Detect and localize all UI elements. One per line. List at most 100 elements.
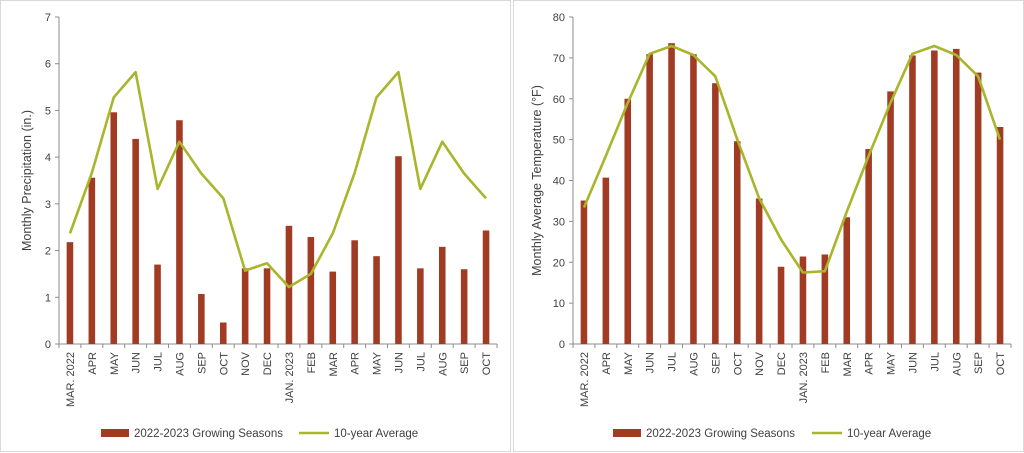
x-tick-label: SEP [196,352,208,374]
bar [712,83,719,344]
x-tick-label: OCT [995,352,1007,376]
bar [176,120,183,344]
x-tick-label: FEB [306,352,318,373]
bar [66,242,74,344]
x-tick-label: SEP [459,352,471,374]
bar [285,225,293,344]
x-tick-label: DEC [262,352,274,375]
bar [887,91,894,344]
y-axis-title: Monthly Average Temperature (°F) [530,85,544,276]
legend-label-line: 10-year Average [847,428,931,440]
x-tick-label: JAN. 2023 [284,352,296,403]
x-tick-label: APR [601,352,613,375]
bar [263,268,271,344]
bar [580,200,588,344]
bar [198,294,205,344]
x-tick-label: AUG [174,352,186,376]
x-tick-label: NOV [240,351,252,376]
x-tick-label: MAY [623,351,635,375]
bar [417,268,424,344]
temperature-chart-panel: 0 10 20 30 40 50 60 70 80 MAR. 2022 APR MAY JUN JUL AU… [513,0,1024,452]
x-tick-label: FEB [820,352,832,373]
x-tick-label: JUN [131,352,143,373]
x-tick-label: MAY [372,351,384,375]
bar [755,198,763,344]
x-tick-label: APR [87,352,99,375]
bar [909,55,916,345]
x-tick-label: MAR. 2022 [579,352,591,407]
x-tick-label: DEC [776,352,788,375]
x-tick-label: SEP [710,352,722,374]
y-tick-label: 6 [45,59,51,71]
legend-label-bars: 2022-2023 Growing Seasons [134,428,283,440]
bar [690,54,697,344]
x-tick-label: AUG [688,352,700,376]
bar [88,177,96,344]
x-tick-label: MAR [842,352,854,377]
bar [241,268,249,344]
bar [952,48,960,344]
y-tick-label: 20 [553,257,565,269]
x-tick-label: JUN [645,352,657,373]
legend-label-line: 10-year Average [334,428,418,440]
y-tick-label: 40 [553,176,565,188]
bar [329,271,337,344]
x-tick-label: SEP [973,352,985,374]
x-tick-label: JUL [153,352,165,372]
bar [865,149,872,344]
bar [110,112,118,344]
x-tick-label: JUL [415,352,427,372]
x-tick-label: MAR. 2022 [65,352,77,407]
bar [668,43,675,344]
legend-label-bars: 2022-2023 Growing Seasons [646,428,795,440]
bar [821,254,829,344]
y-tick-label: 0 [559,339,565,351]
bar [996,126,1004,344]
y-tick-label: 30 [553,216,565,228]
y-tick-label: 50 [553,135,565,147]
legend-swatch-bars [101,429,129,437]
bar [132,138,139,344]
y-tick-label: 10 [553,298,565,310]
precipitation-chart-panel: 0 1 2 3 4 5 6 7 MAR. 2022 APR MAY JUN JUL AUG SEP OCT NO… [0,0,511,452]
bar [307,237,315,344]
x-tick-label: JUN [907,352,919,373]
x-tick-label: JUN [393,352,405,373]
bar [799,256,807,344]
y-axis-title: Monthly Precipitation (in.) [20,110,34,251]
y-tick-label: 5 [45,105,51,117]
bar [395,156,402,344]
x-tick-label: OCT [481,352,493,376]
average-line [582,44,1002,274]
bar [482,230,490,344]
precipitation-chart: 0 1 2 3 4 5 6 7 MAR. 2022 APR MAY JUN JUL AUG SEP OCT NO… [20,12,498,440]
bar [373,256,380,344]
y-tick-label: 1 [45,292,51,304]
y-tick-label: 4 [45,152,51,164]
bar [777,266,785,344]
x-tick-label: MAR [328,352,340,377]
y-tick-label: 0 [45,339,51,351]
bar [438,246,446,344]
bar [602,177,610,344]
bar [154,264,161,344]
x-tick-label: JUL [667,352,679,372]
y-tick-label: 7 [45,12,51,24]
x-tick-label: MAY [109,351,121,375]
x-tick-label: AUG [951,352,963,376]
temperature-chart: 0 10 20 30 40 50 60 70 80 MAR. 2022 APR MAY JUN JUL AU… [530,12,1012,440]
bar [460,269,468,344]
bar [843,217,851,344]
average-line [68,70,487,289]
x-tick-label: MAY [886,351,898,375]
x-tick-label: APR [864,352,876,375]
bar [931,50,938,345]
bar [733,141,741,344]
bar [351,240,358,344]
x-tick-label: JAN. 2023 [798,352,810,403]
bar [219,322,227,344]
x-tick-label: NOV [754,351,766,376]
x-tick-label: APR [350,352,362,375]
y-tick-label: 3 [45,199,51,211]
y-tick-label: 2 [45,246,51,258]
